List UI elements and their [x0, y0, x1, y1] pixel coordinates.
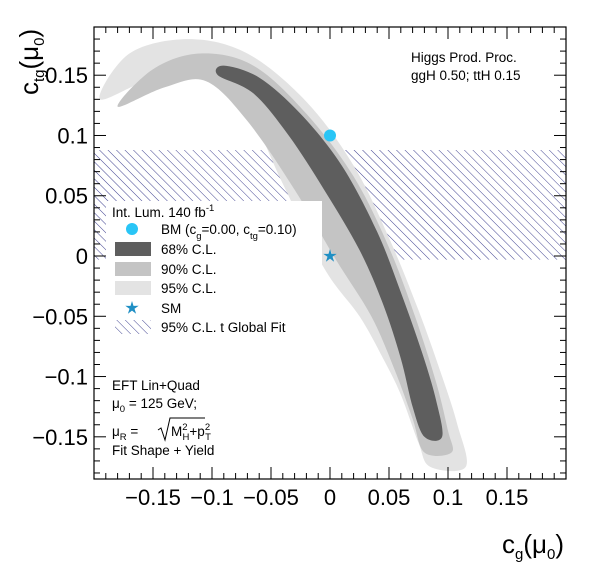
legend-header: Int. Lum. 140 fb-1 [112, 203, 214, 220]
mu0-value: = 125 GeV; [125, 396, 197, 411]
y-tick-label: 0 [76, 244, 88, 269]
y-title-suffix: (μ [14, 46, 44, 70]
muR-symbol: μ [112, 424, 120, 439]
x-tick-label: 0.05 [368, 485, 411, 510]
legend-sm-star-icon [125, 301, 139, 314]
muR-sub: R [120, 432, 127, 443]
pt-sup: 2 [205, 422, 210, 433]
pt-sub: T [205, 432, 211, 443]
x-tick-label: 0.15 [486, 485, 529, 510]
benchmark-marker [324, 129, 336, 142]
x-tick-label: −0.05 [243, 485, 299, 510]
mass-sup: 2 [182, 422, 187, 433]
mass-sub: H [183, 432, 190, 443]
legend-95-swatch [115, 281, 151, 295]
legend-90-label: 90% C.L. [161, 262, 217, 277]
y-tick-label: 0.15 [45, 63, 88, 88]
legend-bm-part-4: tg [250, 231, 258, 242]
annotation-eft-line2: μ0 = 125 GeV; [112, 396, 197, 415]
legend-68-swatch [115, 242, 151, 256]
y-tick-label: −0.15 [32, 425, 88, 450]
annotation-eft-line3: μR = [112, 424, 138, 443]
legend-bm-marker [126, 223, 138, 235]
y-tick-label: −0.1 [45, 365, 88, 390]
y-title-main: c [14, 82, 44, 95]
mu0-symbol: μ [112, 396, 120, 411]
legend-90-swatch [115, 262, 151, 276]
mass-symbol: M [171, 424, 182, 439]
sm-star-marker [323, 249, 337, 262]
annotation-eft-line1: EFT Lin+Quad [112, 378, 200, 393]
legend-bm-part-2: g [196, 231, 201, 242]
x-title-suffix-sub: 0 [547, 546, 555, 563]
mu0-sub: 0 [120, 404, 125, 415]
sqrt-symbol-icon [157, 417, 205, 442]
y-title-suffix-sub: 0 [31, 38, 48, 46]
legend-95-label: 95% C.L. [161, 281, 217, 296]
legend-bm-part-3: =0.00, c [202, 222, 251, 237]
legend-hatch-swatch [115, 320, 151, 334]
svg-text:ctg(μ0): ctg(μ0) [14, 29, 48, 95]
x-tick-label: −0.1 [190, 485, 233, 510]
legend: Int. Lum. 140 fb-1 BM (cg=0.00, ctg=0.10… [106, 201, 322, 339]
annotation-eft-line4: Fit Shape + Yield [112, 443, 214, 458]
y-axis-title: ctg(μ0) [14, 29, 48, 95]
legend-bm-part-5: =0.10) [258, 222, 297, 237]
legend-header-sup: -1 [206, 203, 214, 214]
pt-symbol: +p [189, 424, 204, 439]
x-title-close: ) [555, 529, 564, 559]
annotation-eft: EFT Lin+Quad μ0 = 125 GeV; μR = M2 H+p2 T … [112, 378, 214, 458]
x-axis-title: cg(μ0) [502, 529, 564, 563]
y-title-close: ) [14, 29, 44, 38]
y-title-sub: tg [31, 69, 48, 82]
y-tick-label: 0.05 [45, 184, 88, 209]
muR-eq: = [127, 424, 139, 439]
x-tick-label: −0.15 [125, 485, 181, 510]
legend-sm-label: SM [161, 301, 181, 316]
x-title-sub: g [515, 546, 523, 563]
legend-68-label: 68% C.L. [161, 242, 217, 257]
contour-68 [215, 65, 443, 441]
annotation-eft-sqrt-content: M2 H+p2 T [171, 422, 211, 443]
legend-header-main: Int. Lum. 140 fb [112, 205, 206, 220]
x-title-main: c [502, 529, 515, 559]
y-tick-label: 0.1 [57, 123, 88, 148]
legend-bm-part-1: BM (c [161, 222, 196, 237]
y-tick-label: −0.05 [32, 304, 88, 329]
legend-hatch-label: 95% C.L. t Global Fit [161, 320, 286, 335]
annotation-process-title: Higgs Prod. Proc. [411, 50, 517, 65]
x-title-suffix: (μ [523, 529, 547, 559]
annotation-process-fractions: ggH 0.50; ttH 0.15 [411, 68, 521, 83]
axis-ticks: −0.15 −0.1 −0.05 0 0.05 0.1 0.15 −0.15 −0.1 −0.05… [32, 26, 566, 510]
x-tick-label: 0 [324, 485, 336, 510]
legend-bm-label: BM (cg=0.00, ctg=0.10) [161, 222, 297, 242]
x-tick-label: 0.1 [433, 485, 464, 510]
